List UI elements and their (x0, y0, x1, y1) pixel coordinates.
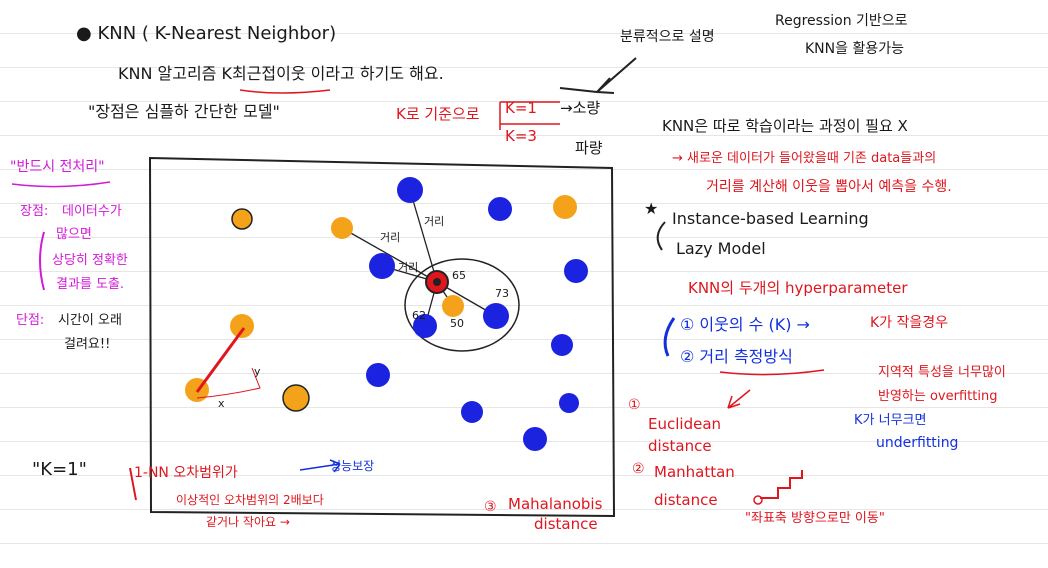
intro-underline (239, 89, 331, 94)
cons-text1: 시간이 오래 (58, 313, 122, 328)
k1-arrow-text: →소량 (560, 99, 601, 117)
pros-bracket (39, 231, 45, 291)
k3-label: K=3 (505, 127, 537, 145)
nn-line2: 이상적인 오차범위의 2배보다 (176, 493, 324, 507)
k-neighborhood-circle (404, 258, 520, 352)
pros-text2: 많으면 (56, 227, 92, 242)
intro-quote: "장점은 심플하 간단한 모델" (88, 102, 280, 121)
blue-point (413, 314, 437, 338)
k-bracket (499, 101, 560, 130)
manhattan-line2: distance (654, 491, 718, 509)
regression-line2: KNN을 활용가능 (805, 41, 904, 57)
bullet-icon: ● (76, 23, 92, 44)
hyper2-note1: K가 너무크면 (854, 413, 927, 428)
orange-point (331, 217, 353, 239)
nn-line3: 같거나 작아요 → (206, 515, 290, 529)
manhattan-line1: Manhattan (654, 463, 735, 481)
hyper1-sub1: 지역적 특성을 너무많이 (878, 365, 1006, 380)
x-label: x (218, 397, 225, 410)
k1-label: K=1 (505, 99, 537, 117)
distance-label: 거리 (380, 231, 401, 244)
k3-arrow-text: 파량 (575, 139, 603, 157)
classify-label: 분류적으로 설명 (620, 29, 715, 45)
k-basis: K로 기준으로 (396, 105, 480, 123)
hyper1: ① 이웃의 수 (K) → (680, 315, 810, 334)
distance-line-1 (409, 189, 438, 283)
pros-text3: 상당히 정확한 (52, 253, 128, 268)
orange-point (442, 295, 464, 317)
euclid-line1: Euclidean (648, 415, 722, 433)
cons-label: 단점: (16, 313, 45, 328)
euclid-line2: distance (648, 437, 712, 455)
distance-label: 거리 (424, 215, 445, 228)
orange-point (282, 384, 310, 412)
hyper1-note: K가 작을경우 (870, 315, 949, 331)
hyper2-underline (719, 369, 825, 376)
distance-value-62: 62 (412, 309, 426, 322)
star-icon: ★ (644, 199, 659, 218)
hyper-bracket (663, 317, 676, 357)
nn-tag: 성능보장 (330, 459, 375, 473)
manhattan-start (753, 495, 763, 505)
lazy-model: Lazy Model (676, 239, 766, 258)
nn-line1: 1-NN 오차범위가 (134, 465, 238, 481)
y-label: y (254, 365, 261, 378)
instance-based: Instance-based Learning (672, 209, 869, 228)
cons-title-underline (11, 181, 111, 188)
manhattan-stairs (760, 470, 803, 499)
mahal-line1: Mahalanobis (508, 495, 603, 513)
nn-mark (129, 467, 137, 501)
euclid-num: ① (628, 397, 641, 413)
query-point-core (433, 278, 441, 286)
no-training: KNN은 따로 학습이라는 과정이 필요 X (662, 117, 908, 135)
manhattan-note: "좌표축 방향으로만 이동" (745, 511, 885, 526)
blue-point (559, 393, 579, 413)
cons-title: "반드시 전처리" (10, 159, 105, 175)
nn-arrow (299, 459, 341, 473)
classify-arrow-shaft (559, 87, 598, 93)
mahal-line2: distance (534, 515, 598, 533)
blue-point (551, 334, 573, 356)
regression-line1: Regression 기반으로 (775, 13, 908, 29)
blue-point (523, 427, 547, 451)
hyper-title: KNN의 두개의 hyperparameter (688, 279, 908, 297)
blue-point (369, 253, 395, 279)
classify-arrow-head (596, 77, 615, 94)
new-data-line1: → 새로운 데이터가 들어왔을때 기존 data들과의 (672, 151, 937, 166)
distance-value-50: 50 (450, 317, 464, 330)
plot-frame (148, 156, 616, 518)
instance-bracket (656, 221, 666, 251)
distance-value-73: 73 (495, 287, 509, 300)
euclid-hypotenuse (195, 327, 246, 393)
intro-text: KNN 알고리즘 K최근접이웃 이라고 하기도 해요. (118, 64, 444, 83)
blue-point (397, 177, 423, 203)
orange-point (553, 195, 577, 219)
euclid-arrow (727, 389, 751, 409)
orange-point (231, 208, 253, 230)
cons-text2: 걸려요!! (64, 337, 111, 352)
hyper2-note2: underfitting (876, 435, 959, 451)
new-data-line2: 거리를 계산해 이웃을 뽑아서 예측을 수행. (706, 179, 952, 195)
hyper2: ② 거리 측정방식 (680, 347, 793, 366)
pros-text4: 결과를 도출. (56, 277, 125, 292)
blue-point (366, 363, 390, 387)
pros-text1: 데이터수가 (62, 204, 122, 219)
euclid-legs (196, 367, 261, 399)
k1-bottom: "K=1" (32, 459, 87, 480)
blue-point (488, 197, 512, 221)
blue-point (483, 303, 509, 329)
distance-line-2 (341, 227, 438, 283)
distance-value-65: 65 (452, 269, 466, 282)
orange-point (230, 314, 254, 338)
mahal-num: ③ (484, 499, 497, 515)
title: ● KNN ( K-Nearest Neighbor) (76, 23, 337, 44)
pros-label: 장점: (20, 204, 49, 219)
hyper1-sub2: 반영하는 overfitting (878, 389, 998, 404)
blue-point (461, 401, 483, 423)
manhattan-num: ② (632, 461, 645, 477)
blue-point (564, 259, 588, 283)
distance-label: 거리 (398, 261, 419, 274)
